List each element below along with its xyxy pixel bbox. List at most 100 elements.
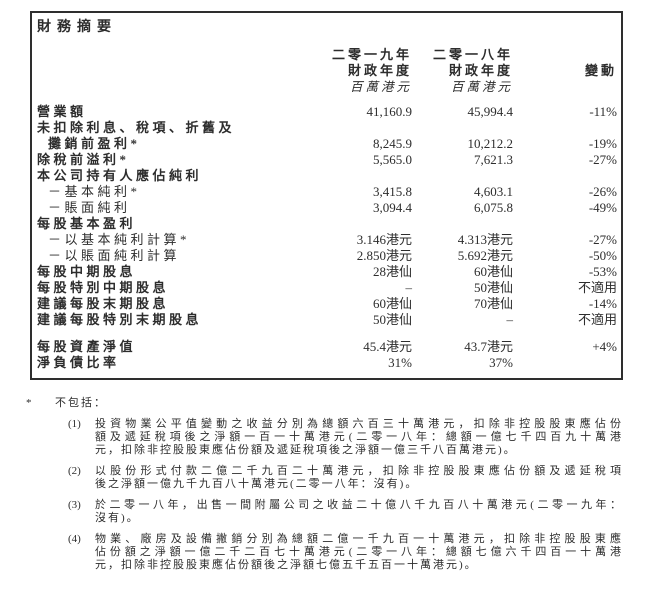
cell-fy2019: 3,094.4 [373,200,412,215]
cell-change [513,120,617,136]
row-label: 本公司持有人應佔純利 [37,168,203,183]
cell-change: -26% [588,184,617,199]
footnote-item-marker: (3) [68,499,81,511]
cell-fy2018: 60港仙 [473,264,513,279]
cell-change: -50% [588,248,617,263]
table-row: 除稅前溢利* 5,565.0 7,621.3 -27% [37,152,617,168]
fy2018-period-label: 財政年度 [448,63,513,78]
table-row: －以賬面純利計算 2.850港元 5.692港元 -50% [37,248,617,264]
cell-fy2019: 31% [388,355,412,370]
footnotes-section: * 不包括： (1) 投資物業公平值變動之收益分別為總額六百三十萬港元，扣除非控股… [26,397,623,580]
cell-change: -27% [588,232,617,247]
footnote-line: 額及遞延稅項後之淨額一百一十萬港元(二零一八年：總額一億七千四百九十萬港 [95,431,623,443]
footnote-item: (4) 物業、廠房及設備撇銷分別為總額二億一千九百一十萬港元，扣除非控股股東應 佔份… [26,533,623,572]
footnote-line: 元，扣除非控股股東應佔份額及遞延稅項後之淨額一億三千八百萬港元)。 [95,444,517,456]
footnote-line: 後之淨額一億九千九百八十萬港元(二零一八年：沒有)。 [95,478,419,490]
cell-fy2018: 5.692港元 [457,248,513,263]
table-row: 未扣除利息、稅項、折舊及 [37,120,617,136]
cell-fy2019: 5,565.0 [373,152,412,167]
footnotes-list: (1) 投資物業公平值變動之收益分別為總額六百三十萬港元，扣除非控股股東應佔份 額及… [26,418,623,572]
fy2018-year-label: 二零一八年 [432,47,513,62]
cell-change: -53% [588,264,617,279]
cell-change: +4% [592,339,617,354]
footnote-line: 物業、廠房及設備撇銷分別為總額二億一千九百一十萬港元，扣除非控股股東應 [95,533,623,545]
row-label: 每股中期股息 [37,264,137,279]
cell-fy2018: 37% [489,355,513,370]
footnote-item-text: 物業、廠房及設備撇銷分別為總額二億一千九百一十萬港元，扣除非控股股東應 佔份額之淨… [95,533,623,572]
section-title: 財務摘要 [37,20,117,35]
cell-fy2018: 6,075.8 [474,200,513,215]
cell-fy2018: 4,603.1 [474,184,513,199]
cell-change: 不適用 [577,280,617,295]
table-row: 營業額 41,160.9 45,994.4 -11% [37,104,617,120]
cell-fy2018: 45,994.4 [467,104,514,119]
table-row: 每股中期股息 28港仙 60港仙 -53% [37,264,617,280]
footnote-line: 沒有)。 [95,512,140,524]
footnote-item-marker: (4) [68,533,81,545]
footnote-item: (1) 投資物業公平值變動之收益分別為總額六百三十萬港元，扣除非控股股東應佔份 額及… [26,418,623,457]
footnote-line: 佔份額之淨額一億二千二百七十萬港元(二零一八年：總額七億六千四百一十萬港 [95,546,623,558]
table-row: 淨負債比率 31% 37% [37,355,617,371]
cell-change: -19% [588,136,617,151]
table-row: 本公司持有人應佔純利 [37,168,617,184]
cell-change [513,216,617,232]
cell-change: -14% [588,296,617,311]
row-label: 建議每股末期股息 [37,296,170,311]
column-header-fy2018: 二零一八年 財政年度 百萬港元 [412,47,513,95]
column-header-change: 變動 [513,47,617,95]
row-label: 營業額 [37,104,87,119]
footnote-item: (3) 於二零一八年，出售一間附屬公司之收益二十億八千九百八十萬港元(二零一九年：… [26,499,623,525]
row-label: 每股基本盈利 [37,216,137,231]
cell-fy2018: 50港仙 [473,280,513,295]
cell-fy2019: 3,415.8 [373,184,412,199]
cell-fy2019: 8,245.9 [373,136,412,151]
row-label: 每股特別中期股息 [37,280,170,295]
cell-change [513,355,617,371]
footnote-line: 元，扣除非控股股東應佔份額後之淨額七億五千五百一十萬港元)。 [95,559,478,571]
fy2019-unit-label: 百萬港元 [349,80,412,94]
table-row: 每股特別中期股息 – 50港仙 不適用 [37,280,617,296]
header-spacer [513,47,617,63]
cell-fy2018: 43.7港元 [464,339,513,354]
table-row: 每股資產淨值 45.4港元 43.7港元 +4% [37,339,617,355]
header-spacer [513,79,617,95]
cell-fy2019: 45.4港元 [363,339,412,354]
cell-fy2018: 4.313港元 [457,232,513,247]
footnote-item-marker: (2) [68,465,81,477]
fy2018-unit-label: 百萬港元 [450,80,513,94]
header-label-spacer [37,47,294,95]
column-header-fy2019: 二零一九年 財政年度 百萬港元 [294,47,412,95]
footnote-item-text: 以股份形式付款二億二千九百二十萬港元，扣除非控股股東應佔份額及遞延稅項 後之淨額一… [95,465,623,491]
table-row: －賬面純利 3,094.4 6,075.8 -49% [37,200,617,216]
table-row: 每股基本盈利 [37,216,617,232]
row-label: －基本純利* [48,184,141,199]
table-row: 攤銷前盈利* 8,245.9 10,212.2 -19% [37,136,617,152]
cell-fy2019 [294,168,412,184]
row-label: 未扣除利息、稅項、折舊及 [37,120,236,135]
footnotes-title: 不包括： [55,397,107,409]
row-label: 淨負債比率 [37,355,120,370]
footnote-line: 以股份形式付款二億二千九百二十萬港元，扣除非控股股東應佔份額及遞延稅項 [95,465,623,477]
table-body: 營業額 41,160.9 45,994.4 -11% 未扣除利息、稅項、折舊及 攤銷前盈利… [37,104,617,371]
cell-fy2019: – [405,280,413,295]
row-label: －賬面純利 [48,200,131,215]
row-label: 每股資產淨值 [37,339,137,354]
table-row: 建議每股特別末期股息 50港仙 – 不適用 [37,312,617,328]
cell-change: 不適用 [577,312,617,327]
asterisk-marker: * [26,397,32,409]
footnote-item-text: 於二零一八年，出售一間附屬公司之收益二十億八千九百八十萬港元(二零一九年： 沒有)… [95,499,623,525]
cell-fy2019: 41,160.9 [366,104,413,119]
cell-fy2018 [412,216,513,232]
cell-fy2019: 2.850港元 [356,248,412,263]
row-label: 攤銷前盈利* [48,136,141,151]
row-label: 建議每股特別末期股息 [37,312,203,327]
cell-fy2018: 10,212.2 [467,136,514,151]
cell-change [513,168,617,184]
cell-fy2018 [412,120,513,136]
footnotes-header: * 不包括： [26,397,623,410]
table-row: －以基本純利計算* 3.146港元 4.313港元 -27% [37,232,617,248]
table-header: 二零一九年 財政年度 百萬港元 二零一八年 財政年度 百萬港元 變動 [37,47,617,95]
cell-fy2018 [412,168,513,184]
footnote-line: 於二零一八年，出售一間附屬公司之收益二十億八千九百八十萬港元(二零一九年： [95,499,623,511]
table-row: －基本純利* 3,415.8 4,603.1 -26% [37,184,617,200]
